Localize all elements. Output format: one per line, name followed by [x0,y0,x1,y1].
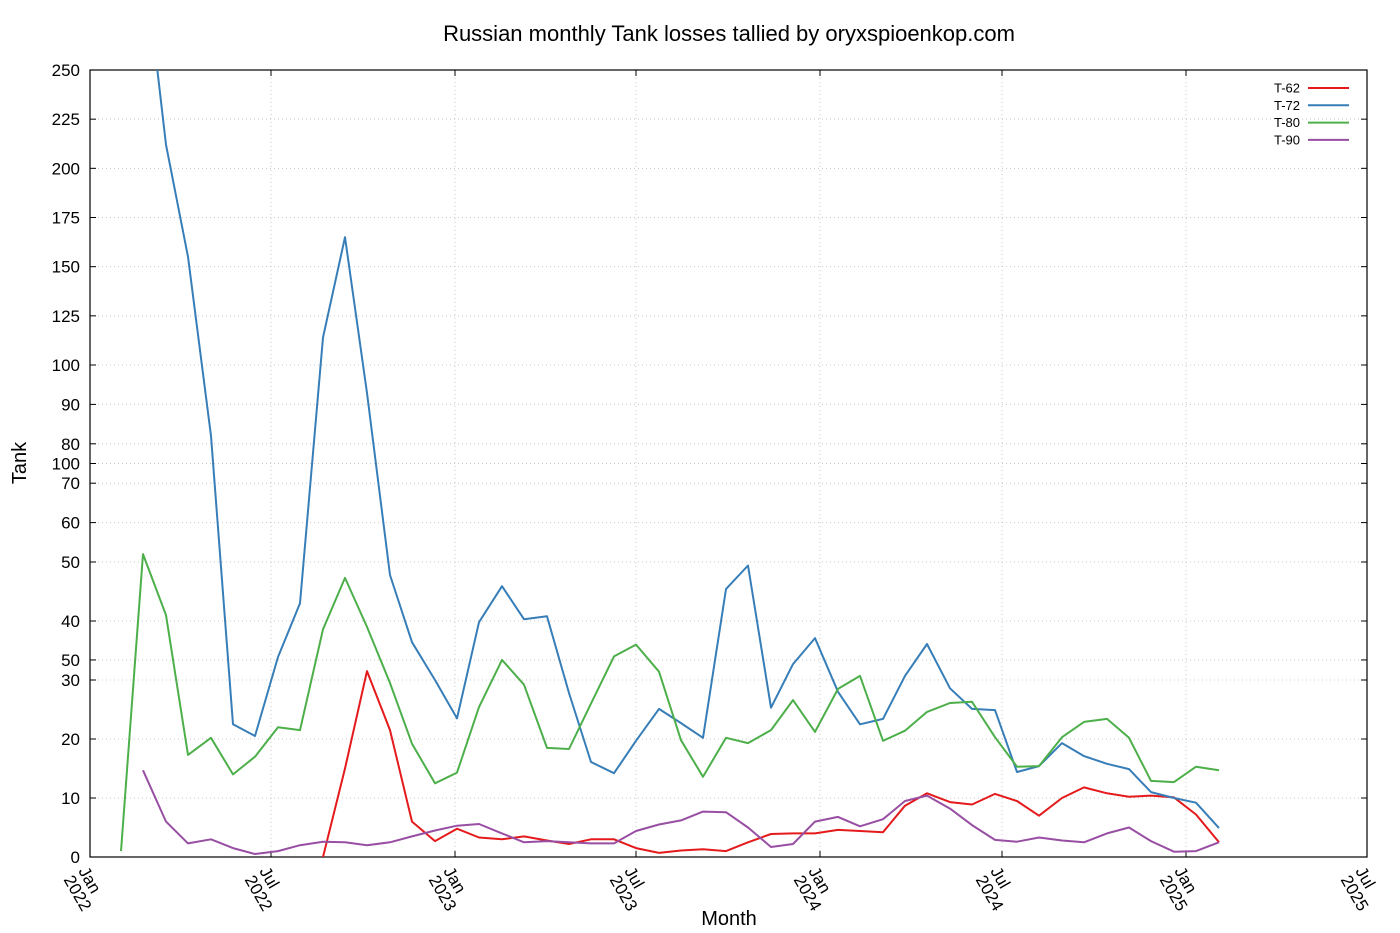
y-tick-label: 60 [61,514,80,533]
legend-label: T-62 [1274,81,1300,96]
legend-item-t-90: T-90 [1274,132,1349,147]
legend-label: T-80 [1274,115,1300,130]
y-tick-label: 20 [61,730,80,749]
series-line-t-90 [142,769,1220,855]
y-tick-label: 80 [61,435,80,454]
series-line-t-72 [156,70,1220,829]
y-tick-label: 70 [61,474,80,493]
y-tick-label: 100 [52,356,80,375]
y-tick-label: 225 [52,110,80,129]
y-tick-label: 30 [61,671,80,690]
y-tick-label: 10 [61,789,80,808]
y-tick-label: 125 [52,307,80,326]
legend: T-62 T-72 T-80 T-90 [1274,81,1349,147]
legend-item-t-62: T-62 [1274,81,1349,96]
x-axis-label: Month [701,908,757,930]
legend-item-t-80: T-80 [1274,115,1349,130]
y-tick-label: 0 [71,848,80,867]
y-tick-label: 40 [61,612,80,631]
y-tick-label: 175 [52,209,80,228]
y-tick-label: 90 [61,395,80,414]
y-tick-label: 200 [52,159,80,178]
legend-label: T-90 [1274,132,1300,147]
chart-title: Russian monthly Tank losses tallied by o… [443,21,1015,46]
y-tick-label: 50 [61,553,80,572]
y-tick-label: 250 [52,61,80,80]
legend-label: T-72 [1274,98,1300,113]
series-line-t-80 [120,553,1220,852]
y-tick-label: 50 [61,651,80,670]
series-lines [120,70,1220,857]
y-axis: 0102030504050607010080901001251501752002… [52,61,1367,867]
legend-item-t-72: T-72 [1274,98,1349,113]
y-tick-label: 150 [52,258,80,277]
y-axis-label: Tank [9,441,31,484]
y-tick-label: 100 [52,455,80,474]
series-line-t-62 [322,670,1220,857]
